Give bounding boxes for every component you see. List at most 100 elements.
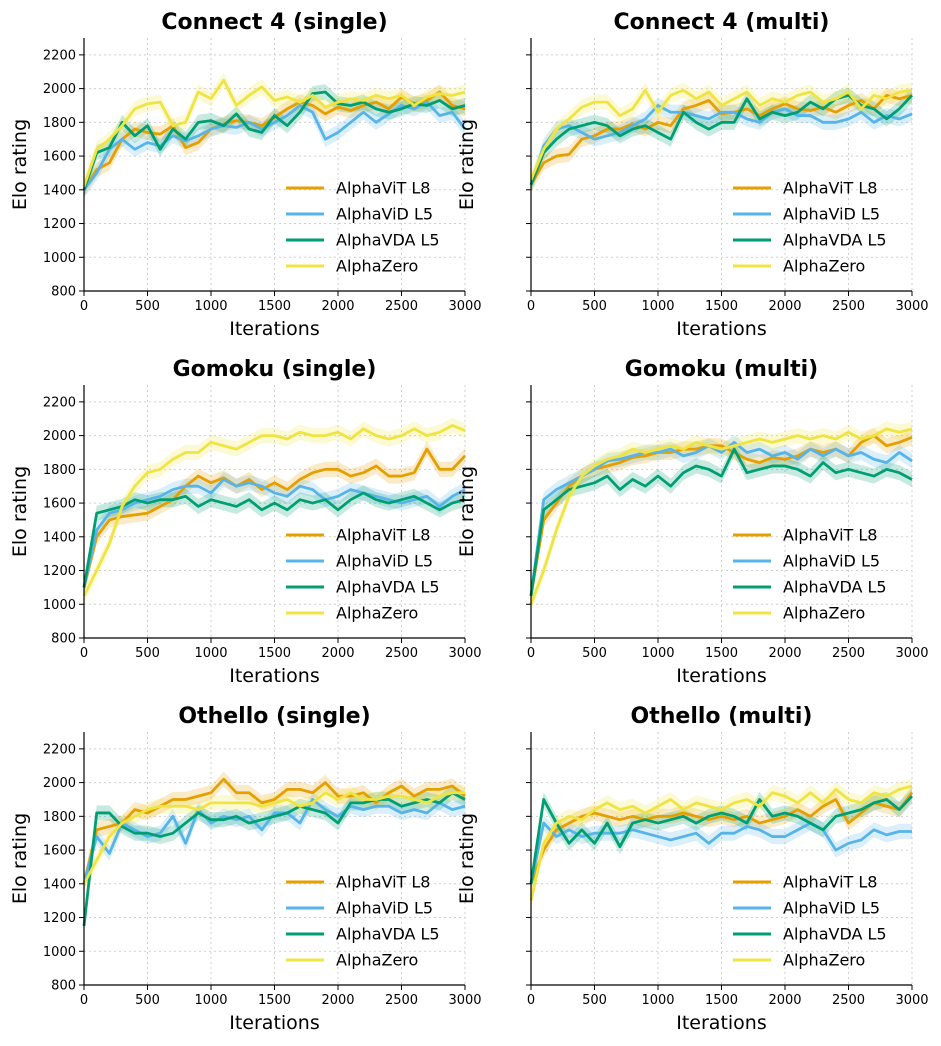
chart-5-y-tick-label: 800 — [51, 979, 76, 994]
chart-2-series-line-alphavit-l8 — [529, 93, 913, 186]
chart-6-x-tick-label: 2000 — [768, 993, 801, 1008]
chart-1-x-axis-label: Iterations — [229, 318, 320, 340]
chart-1-band-2 — [84, 84, 465, 198]
chart-5-band-3 — [84, 785, 465, 892]
chart-2-x-tick-label: 0 — [527, 299, 535, 314]
chart-2-band-1 — [531, 97, 912, 193]
chart-1-legend-label: AlphaViT L8 — [336, 179, 430, 198]
chart-5-legend-label: AlphaViD L5 — [336, 899, 433, 918]
chart-2-legend-label: AlphaViT L8 — [783, 179, 877, 198]
chart-1-legend-label: AlphaViD L5 — [336, 205, 433, 224]
chart-4-legend-label: AlphaZero — [783, 604, 865, 623]
chart-5-x-axis-label: Iterations — [229, 1012, 320, 1034]
chart-3-x-axis-label: Iterations — [229, 665, 320, 687]
chart-1-legend-label: AlphaZero — [336, 257, 418, 276]
chart-2-series-line-alphavid-l5 — [529, 104, 913, 186]
chart-1-x-tick-label: 1500 — [258, 299, 291, 314]
chart-4-band-3 — [531, 421, 912, 612]
chart-3-y-tick-label: 1200 — [43, 564, 76, 579]
chart-5-x-tick-label: 1000 — [194, 993, 227, 1008]
chart-5-y-tick-label: 2200 — [43, 742, 76, 757]
chart-1-x-tick-label: 1000 — [194, 299, 227, 314]
chart-1-band-1 — [84, 94, 465, 198]
chart-5-y-tick-label: 1000 — [43, 945, 76, 960]
chart-1-y-tick-label: 1000 — [43, 251, 76, 266]
chart-4-x-tick-label: 1500 — [705, 646, 738, 661]
chart-3-y-axis-label: Elo rating — [9, 466, 31, 557]
chart-2-x-tick-label: 3000 — [895, 299, 928, 314]
chart-5-x-tick-label: 500 — [135, 993, 160, 1008]
chart-2-band-3 — [531, 82, 912, 188]
chart-4-legend-label: AlphaViD L5 — [783, 552, 880, 571]
chart-3-x-tick-label: 3000 — [448, 646, 481, 661]
chart-6-x-tick-label: 2500 — [832, 993, 865, 1008]
chart-6-x-tick-label: 1500 — [705, 993, 738, 1008]
chart-6-series-line-alphazero — [529, 784, 913, 901]
chart-2-legend-label: AlphaViD L5 — [783, 205, 880, 224]
chart-5-y-tick-label: 1400 — [43, 877, 76, 892]
chart-6-legend-label: AlphaZero — [783, 951, 865, 970]
chart-5-legend: AlphaViT L8 AlphaViD L5 AlphaVDA L5 AlphaZe… — [286, 873, 440, 970]
chart-3-y-tick-label: 1400 — [43, 530, 76, 545]
chart-3-series-line-alphavda-l5 — [82, 491, 466, 588]
chart-3-legend: AlphaViT L8 AlphaViD L5 AlphaVDA L5 AlphaZe… — [286, 526, 440, 623]
chart-3-legend-label: AlphaVDA L5 — [336, 578, 440, 597]
chart-5-x-tick-label: 2000 — [321, 993, 354, 1008]
chart-1-series-line-alphavda-l5 — [82, 90, 466, 191]
chart-4-x-tick-label: 1000 — [641, 646, 674, 661]
chart-3-x-tick-label: 1000 — [194, 646, 227, 661]
chart-1-panel: 0 500 1000 1500 2000 2500 3000 800 1000 1200 1400 1… — [9, 10, 482, 340]
chart-4-panel: 0 500 1000 1500 2000 2500 3000 Gomoku (multi) It… — [456, 357, 929, 687]
chart-1-y-tick-label: 800 — [51, 285, 76, 300]
chart-1-x-tick-label: 3000 — [448, 299, 481, 314]
chart-1-y-tick-label: 1600 — [43, 150, 76, 165]
chart-3-x-tick-label: 0 — [80, 646, 88, 661]
chart-1-legend-label: AlphaVDA L5 — [336, 231, 440, 250]
chart-2-x-tick-label: 1500 — [705, 299, 738, 314]
chart-2-title: Connect 4 (multi) — [614, 10, 830, 35]
chart-3-y-tick-label: 800 — [51, 632, 76, 647]
chart-5-legend-label: AlphaZero — [336, 951, 418, 970]
chart-1-title: Connect 4 (single) — [161, 10, 387, 35]
chart-2-band-0 — [531, 87, 912, 193]
chart-6-series-line-alphavda-l5 — [529, 795, 914, 885]
chart-2-panel: 0 500 1000 1500 2000 2500 3000 Connect 4 (multi… — [456, 10, 929, 340]
chart-2-series-line-alphazero — [529, 88, 913, 181]
chart-4-x-axis-label: Iterations — [676, 665, 767, 687]
chart-5-x-tick-label: 2500 — [385, 993, 418, 1008]
chart-6-legend: AlphaViT L8 AlphaViD L5 AlphaVDA L5 AlphaZe… — [733, 873, 887, 970]
chart-5-series-line-alphazero — [82, 791, 465, 885]
chart-3-panel: 0 500 1000 1500 2000 2500 3000 800 1000 1200 1400 1… — [9, 357, 482, 687]
chart-5-y-tick-label: 2000 — [43, 776, 76, 791]
chart-5-y-tick-label: 1600 — [43, 844, 76, 859]
chart-6-band-3 — [531, 778, 912, 909]
chart-5-legend-label: AlphaViT L8 — [336, 873, 430, 892]
chart-2-x-axis-label: Iterations — [676, 318, 767, 340]
chart-5-series-line-alphavid-l5 — [82, 798, 466, 885]
chart-4-series-line-alphazero — [529, 427, 913, 605]
chart-3-y-tick-label: 1600 — [43, 497, 76, 512]
chart-2-y-axis-label: Elo rating — [456, 119, 478, 210]
chart-3-series-line-alphavid-l5 — [82, 478, 466, 588]
chart-2-legend-label: AlphaVDA L5 — [783, 231, 887, 250]
chart-5-band-2 — [84, 785, 465, 934]
chart-1-y-tick-label: 1800 — [43, 116, 76, 131]
chart-5-title: Othello (single) — [178, 704, 370, 729]
chart-2-legend: AlphaViT L8 AlphaViD L5 AlphaVDA L5 AlphaZe… — [733, 179, 887, 276]
chart-6-series-line-alphavid-l5 — [529, 821, 912, 885]
chart-5-x-tick-label: 1500 — [258, 993, 291, 1008]
chart-3-y-tick-label: 2000 — [43, 429, 76, 444]
chart-4-legend-label: AlphaVDA L5 — [783, 578, 887, 597]
chart-5-y-axis-label: Elo rating — [9, 813, 31, 904]
chart-5-y-tick-label: 1200 — [43, 911, 76, 926]
chart-3-series-line-alphavit-l8 — [82, 447, 467, 588]
chart-1-x-tick-label: 2500 — [385, 299, 418, 314]
chart-5-series-line-alphavit-l8 — [82, 777, 466, 885]
chart-5-legend-label: AlphaVDA L5 — [336, 925, 440, 944]
chart-4-band-1 — [531, 434, 912, 604]
chart-4-title: Gomoku (multi) — [625, 357, 818, 382]
chart-4-x-tick-label: 3000 — [895, 646, 928, 661]
chart-1-y-tick-label: 1400 — [43, 183, 76, 198]
chart-3-y-tick-label: 2200 — [43, 395, 76, 410]
